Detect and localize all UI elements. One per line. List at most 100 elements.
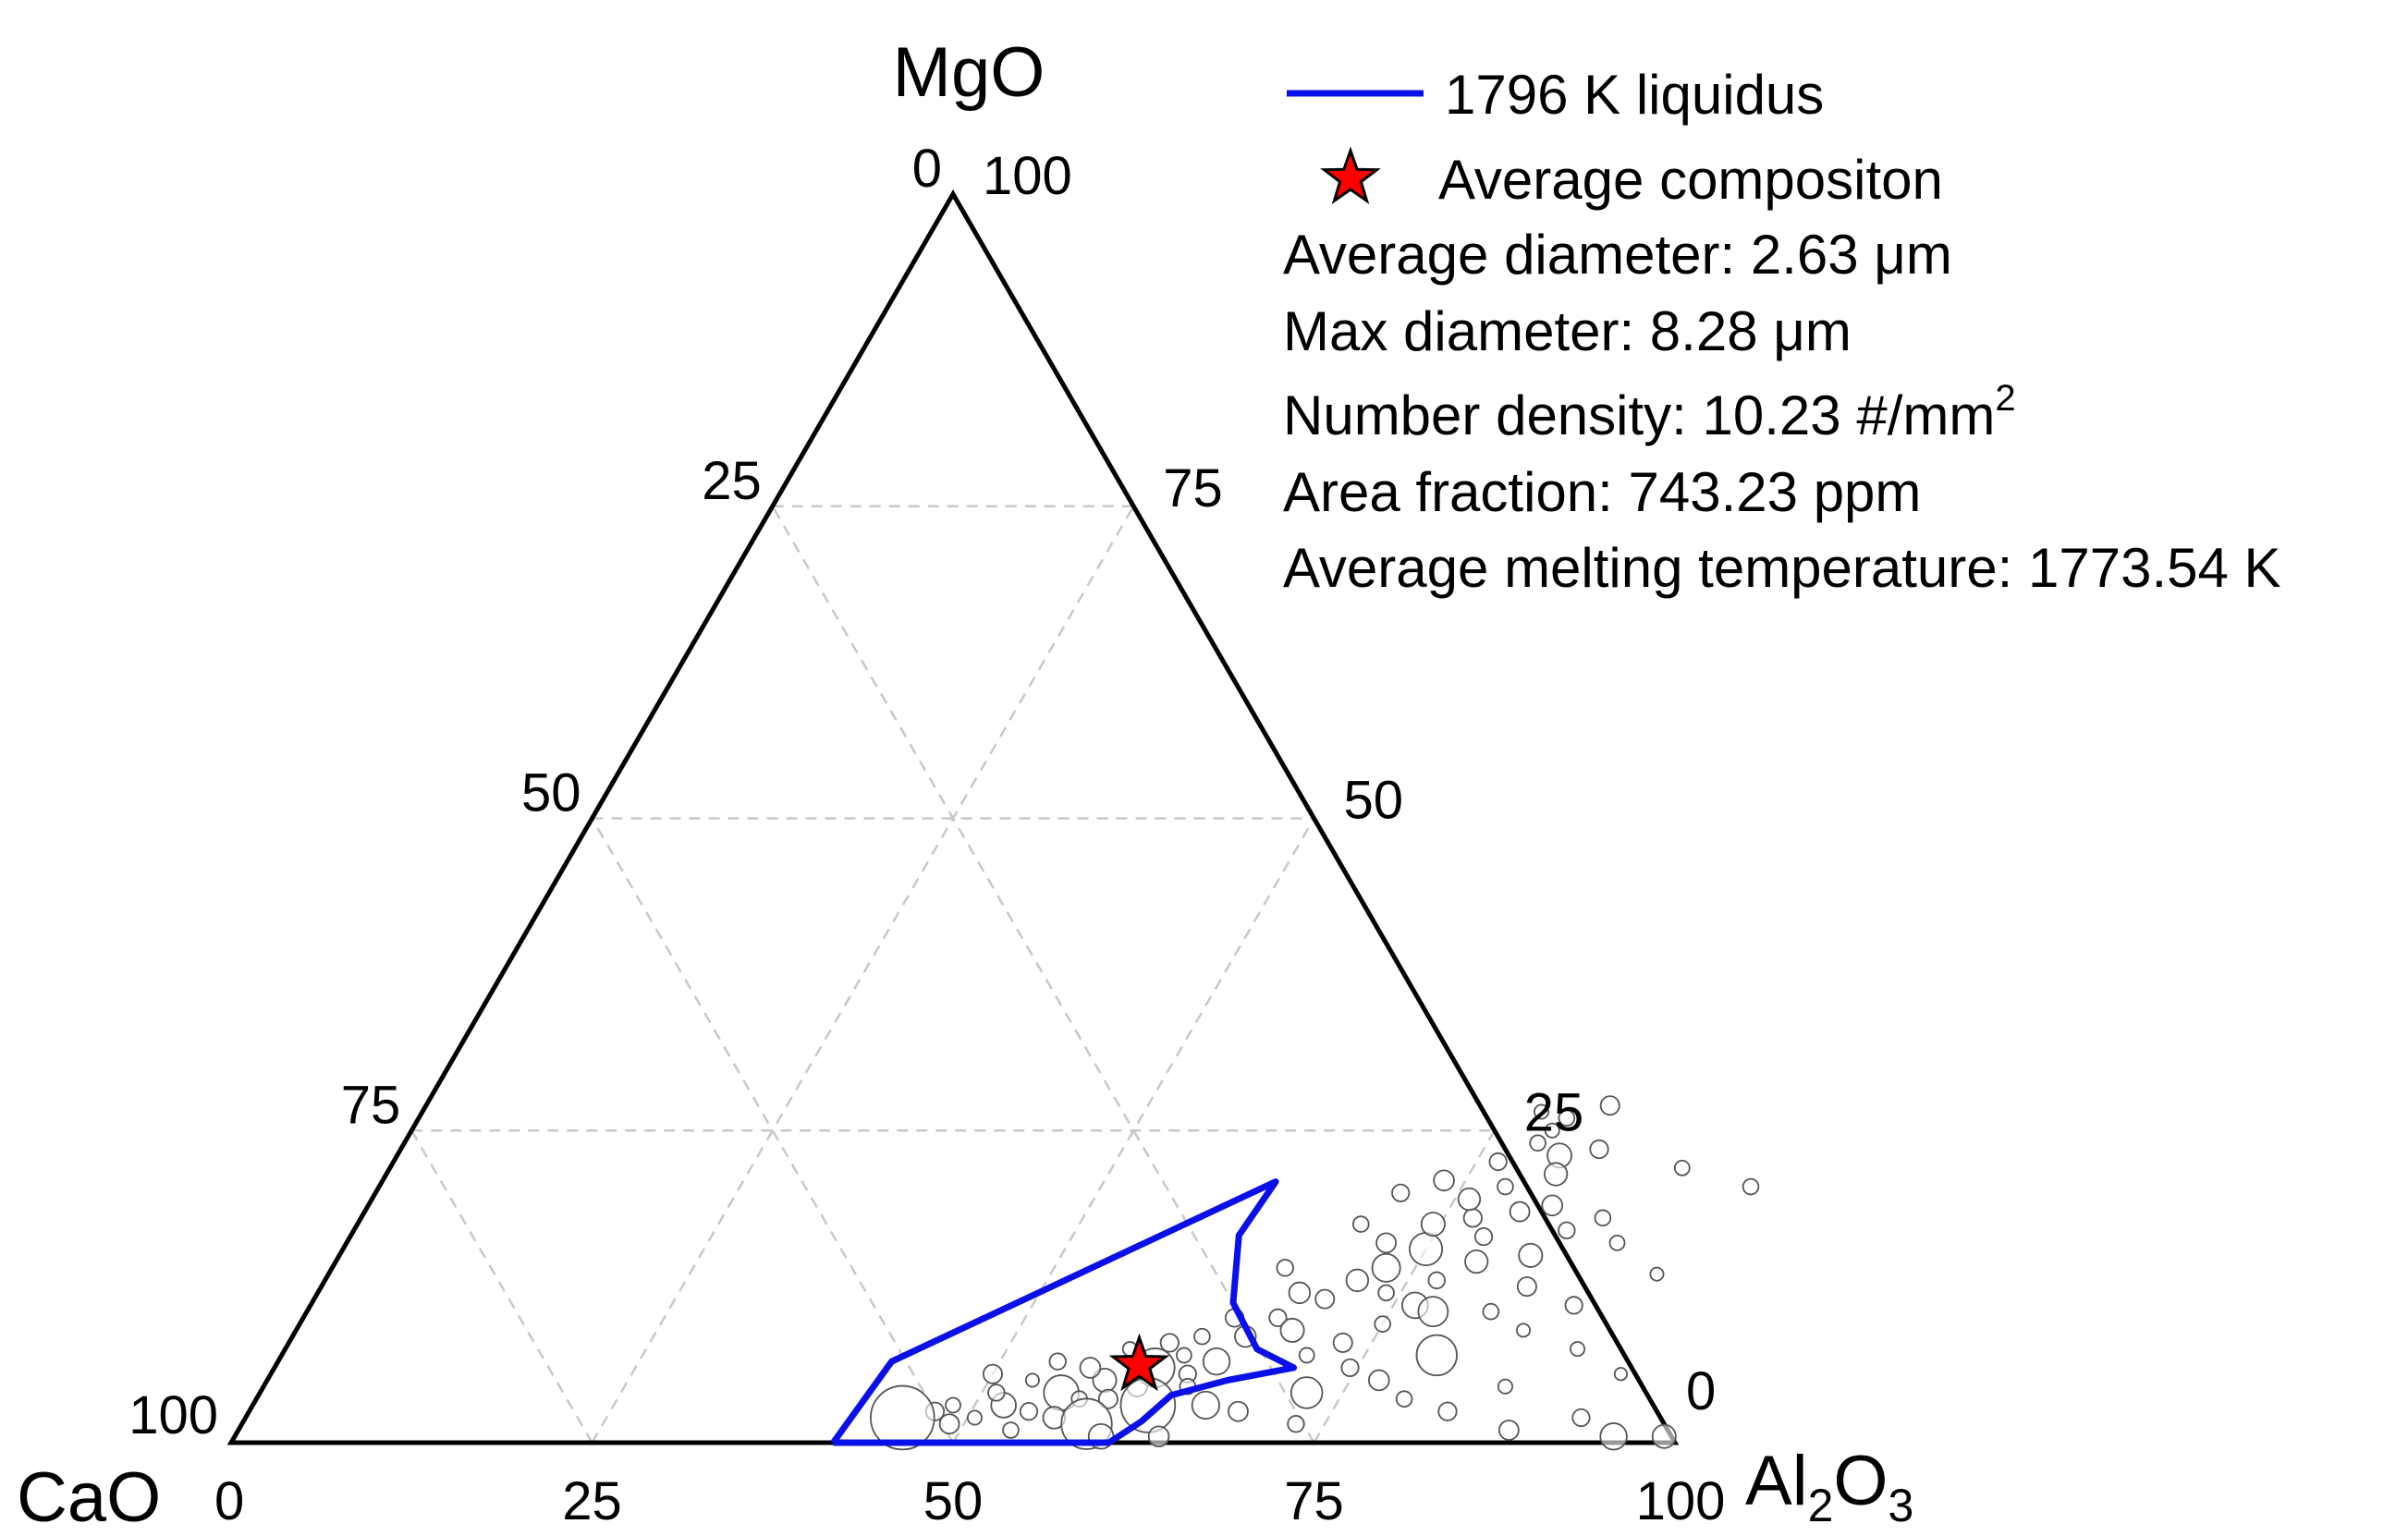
particle-point	[1544, 1162, 1569, 1187]
al2o3-sub-3: 3	[1889, 1480, 1914, 1531]
stat-number-density-text: Number density: 10.23 #/mm	[1283, 384, 1995, 446]
tick-labels: 0 25 50 75 100 0 25 50 75 100 100 75 50 25 0	[128, 139, 1725, 1531]
tick-left: 75	[341, 1075, 401, 1135]
grid-line	[591, 817, 955, 1444]
stat-avg-melting-temp: Average melting temperature: 1773.54 K	[1283, 537, 2281, 599]
particle-point	[1409, 1232, 1444, 1267]
al2o3-sub-2: 2	[1808, 1480, 1834, 1531]
grid-line	[410, 1129, 593, 1444]
particle-point	[1048, 1352, 1067, 1371]
particle-point	[1374, 1315, 1391, 1333]
particle-point	[1290, 1376, 1324, 1409]
tick-right: 0	[1686, 1361, 1716, 1421]
particle-point	[1415, 1334, 1458, 1377]
particle-point	[1534, 1103, 1550, 1120]
axis-title-cao: CaO	[17, 1458, 161, 1536]
tick-left: 25	[702, 451, 762, 511]
particle-point	[1191, 1390, 1220, 1420]
particle-point	[1332, 1332, 1353, 1353]
particle-point	[1417, 1296, 1449, 1328]
particle-point	[1019, 1402, 1039, 1421]
grid-line	[951, 817, 1315, 1444]
legend-avg-label: Average compositon	[1438, 149, 1943, 211]
particle-point	[1608, 1234, 1626, 1251]
particle-point	[1457, 1187, 1482, 1212]
grid-line	[1313, 1129, 1496, 1444]
legend: 1796 K liquidus Average compositon Avera…	[1283, 64, 2281, 599]
tick-left: 0	[912, 139, 942, 199]
particle-point	[1097, 1388, 1118, 1409]
stat-number-density: Number density: 10.23 #/mm2	[1283, 378, 2016, 446]
tick-bottom: 0	[214, 1471, 244, 1531]
particle-point	[1288, 1281, 1312, 1305]
tick-right: 100	[983, 146, 1072, 206]
particle-point	[1395, 1390, 1413, 1408]
particle-point	[1276, 1259, 1294, 1277]
particle-point	[1024, 1372, 1040, 1388]
liquidus-boundary	[830, 1178, 1298, 1446]
particle-point	[1673, 1159, 1691, 1176]
tick-bottom: 75	[1284, 1471, 1344, 1531]
particle-point	[1497, 1420, 1520, 1441]
particle-point	[1613, 1367, 1629, 1382]
tick-right: 75	[1163, 458, 1223, 518]
particle-point	[1570, 1341, 1586, 1358]
particle-point	[1651, 1423, 1677, 1449]
particle-point	[1298, 1347, 1315, 1364]
stat-number-density-sup: 2	[1995, 378, 2015, 419]
particle-point	[870, 1384, 935, 1451]
stat-max-diameter: Max diameter: 8.28 μm	[1283, 300, 1852, 362]
particle-point	[982, 1363, 1003, 1384]
particle-point	[1544, 1122, 1560, 1139]
particle-point	[1497, 1177, 1514, 1196]
particle-point	[1340, 1358, 1360, 1378]
particle-point	[1497, 1378, 1513, 1395]
particle-point	[1594, 1209, 1612, 1227]
particle-point	[1488, 1152, 1508, 1172]
particle-point	[1287, 1415, 1305, 1433]
particle-point	[1589, 1139, 1609, 1160]
stat-area-fraction: Area fraction: 743.23 ppm	[1283, 461, 1921, 523]
legend-liquidus-label: 1796 K liquidus	[1445, 64, 1824, 126]
tick-left: 100	[128, 1385, 218, 1445]
particle-point	[1541, 1194, 1564, 1217]
particle-point	[1649, 1266, 1665, 1282]
particle-point	[1345, 1268, 1370, 1293]
particle-point	[1529, 1134, 1546, 1152]
tick-bottom: 25	[562, 1471, 622, 1531]
stat-avg-diameter: Average diameter: 2.63 μm	[1283, 224, 1952, 286]
tick-left: 50	[521, 763, 581, 823]
particle-point	[1420, 1212, 1446, 1237]
particle-point	[1518, 1242, 1544, 1268]
particle-point	[1314, 1288, 1336, 1310]
particle-point	[945, 1396, 961, 1414]
particle-point	[1279, 1317, 1305, 1343]
particle-point	[1391, 1183, 1411, 1202]
particle-point	[1571, 1408, 1591, 1428]
axis-title-al2o3: Al2O3	[1745, 1442, 1913, 1531]
al2o3-o: O	[1833, 1442, 1888, 1520]
particle-point	[1119, 1377, 1177, 1433]
legend-star-icon	[1320, 146, 1381, 205]
grid-line	[771, 506, 1315, 1444]
average-composition-star	[1108, 1333, 1170, 1392]
particle-point	[1742, 1177, 1760, 1196]
particle-point	[1079, 1357, 1102, 1379]
particle-point	[1437, 1401, 1458, 1421]
particle-point	[1159, 1333, 1180, 1353]
tick-bottom: 100	[1636, 1471, 1726, 1531]
particle-point	[1473, 1226, 1494, 1247]
particle-point	[1176, 1347, 1192, 1364]
particle-point	[1515, 1323, 1531, 1338]
particle-point	[938, 1413, 960, 1435]
particle-point	[1427, 1271, 1446, 1290]
particle-point	[1375, 1232, 1397, 1254]
particle-point	[1268, 1308, 1288, 1328]
particle-point	[1516, 1276, 1537, 1298]
particle-point	[987, 1384, 1006, 1402]
axis-title-mgo: MgO	[893, 33, 1045, 112]
grid-lines	[410, 505, 1496, 1444]
particle-point	[1464, 1250, 1489, 1274]
grid-line	[591, 506, 1135, 1444]
